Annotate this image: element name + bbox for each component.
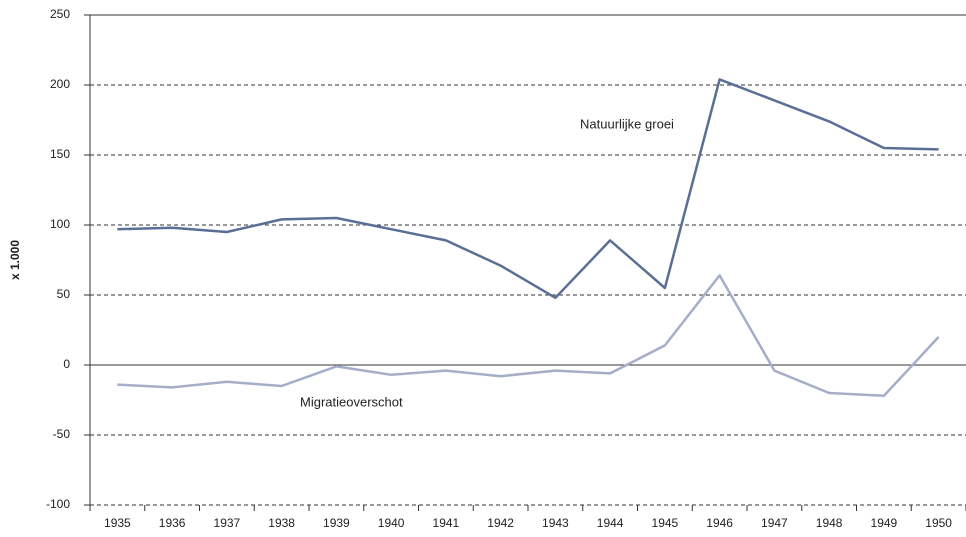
x-tick-label: 1939 <box>323 516 350 530</box>
y-tick-label: 50 <box>57 287 71 301</box>
x-tick-label: 1942 <box>487 516 514 530</box>
y-tick-label: 200 <box>50 77 70 91</box>
x-tick-label: 1946 <box>706 516 733 530</box>
series-label: Migratieoverschot <box>300 394 403 409</box>
x-tick-label: 1947 <box>761 516 788 530</box>
x-tick-label: 1944 <box>597 516 624 530</box>
x-tick-label: 1943 <box>542 516 569 530</box>
x-tick-label: 1945 <box>652 516 679 530</box>
x-tick-label: 1948 <box>816 516 843 530</box>
x-tick-label: 1949 <box>871 516 898 530</box>
series-line <box>117 274 940 398</box>
y-tick-label: 100 <box>50 217 70 231</box>
x-tick-label: 1941 <box>433 516 460 530</box>
y-tick-label: 250 <box>50 7 70 21</box>
x-tick-label: 1950 <box>925 516 952 530</box>
x-tick-label: 1936 <box>159 516 186 530</box>
series-label: Natuurlijke groei <box>580 116 674 131</box>
x-tick-label: 1937 <box>214 516 241 530</box>
y-axis-title: x 1.000 <box>8 240 22 280</box>
y-tick-label: 150 <box>50 147 70 161</box>
x-tick-label: 1938 <box>268 516 295 530</box>
y-tick-label: -100 <box>46 497 70 511</box>
y-tick-label: 0 <box>63 357 70 371</box>
x-tick-label: 1935 <box>104 516 131 530</box>
x-tick-label: 1940 <box>378 516 405 530</box>
y-tick-label: -50 <box>53 427 71 441</box>
series-line <box>117 78 939 300</box>
